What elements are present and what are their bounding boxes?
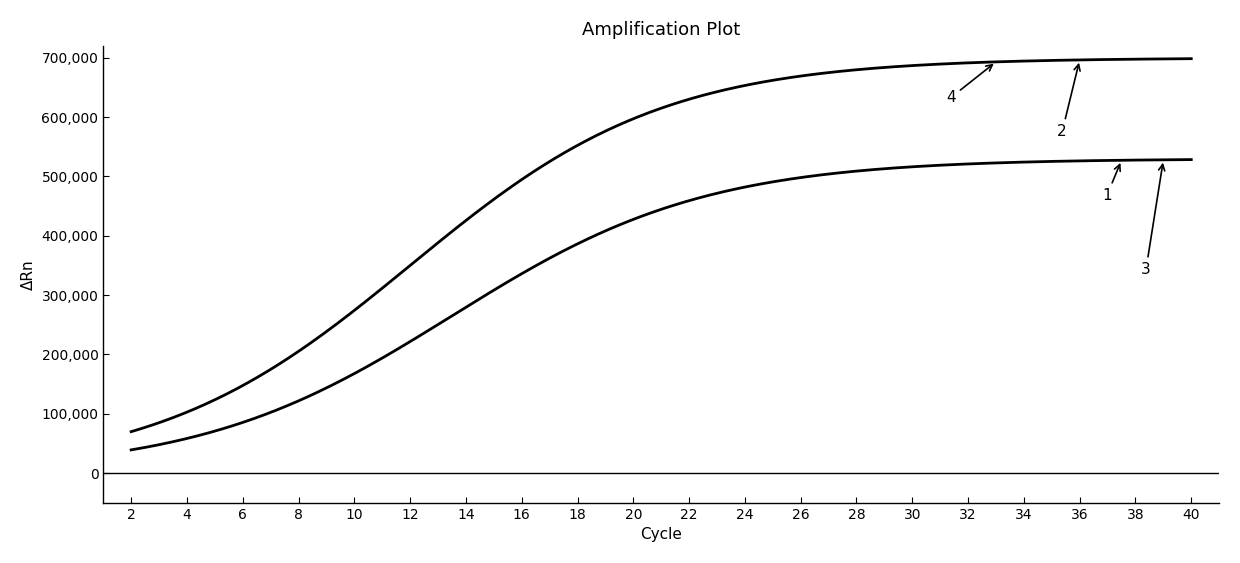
Text: 3: 3	[1141, 164, 1164, 278]
Text: 1: 1	[1102, 164, 1120, 203]
X-axis label: Cycle: Cycle	[640, 527, 682, 542]
Title: Amplification Plot: Amplification Plot	[582, 21, 740, 39]
Text: 2: 2	[1058, 64, 1080, 139]
Y-axis label: ΔRn: ΔRn	[21, 259, 36, 289]
Text: 4: 4	[946, 65, 992, 105]
